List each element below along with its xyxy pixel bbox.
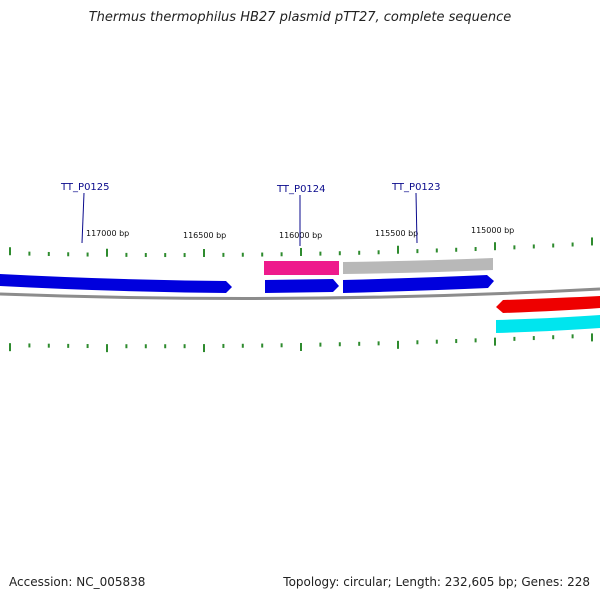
cds-tt-p0125[interactable]	[0, 274, 232, 293]
map-title: Thermus thermophilus HB27 plasmid pTT27,…	[88, 10, 512, 25]
scale-label-116500: 116500 bp	[183, 231, 226, 240]
scale-label-117000: 117000 bp	[86, 229, 129, 238]
gene-label-tt-p0123[interactable]: TT_P0123	[391, 182, 441, 193]
accession-text: Accession: NC_005838	[9, 575, 146, 589]
scale-ticks-top	[9, 237, 593, 258]
scale-label-115000: 115000 bp	[471, 226, 514, 235]
sequence-summary: Topology: circular; Length: 232,605 bp; …	[283, 575, 590, 589]
cds-tt-p0124[interactable]	[265, 279, 339, 293]
scale-label-115500: 115500 bp	[375, 229, 418, 238]
scale-label-116000: 116000 bp	[279, 231, 322, 240]
feature-pink[interactable]	[264, 261, 339, 275]
feature-cyan[interactable]	[496, 315, 600, 333]
cds-tt-p0123[interactable]	[343, 275, 494, 293]
gene-label-tt-p0125[interactable]: TT_P0125	[60, 182, 110, 193]
feature-red[interactable]	[496, 296, 600, 313]
backbone-line	[0, 287, 600, 300]
feature-gray[interactable]	[343, 258, 493, 274]
gene-label-tt-p0124[interactable]: TT_P0124	[276, 184, 326, 195]
leader-tt-p0125	[81, 192, 85, 244]
scale-ticks-bottom	[9, 333, 593, 353]
leader-tt-p0123	[415, 192, 418, 244]
